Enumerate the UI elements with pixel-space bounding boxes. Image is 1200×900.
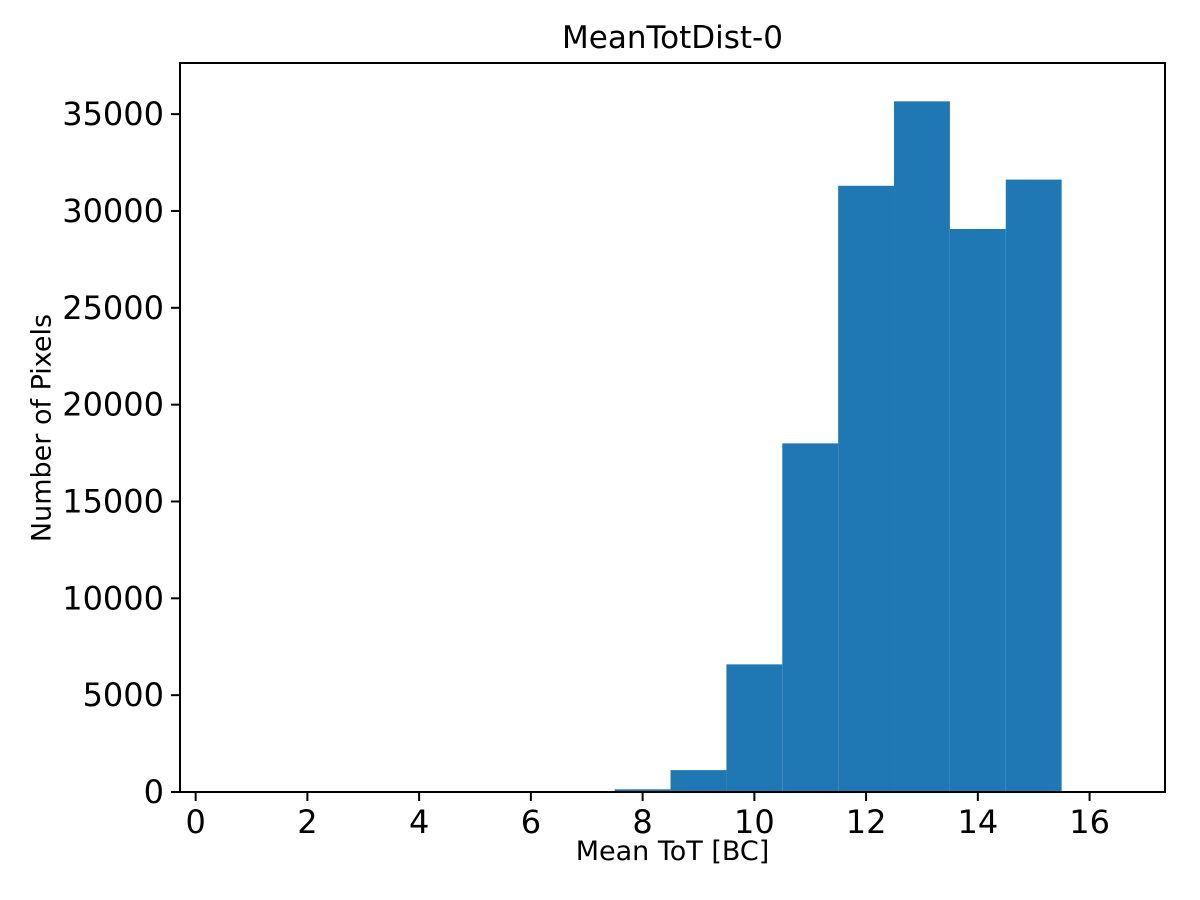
- plot-spines: [179, 62, 1166, 793]
- histogram-bar: [949, 228, 1006, 792]
- y-axis-label: Number of Pixels: [26, 313, 58, 543]
- histogram-bar: [726, 664, 783, 792]
- x-tick-label: 4: [409, 803, 429, 841]
- x-tick-label: 10: [734, 803, 775, 841]
- histogram-bar: [670, 770, 727, 792]
- x-tick-label: 12: [846, 803, 887, 841]
- histogram-bar: [782, 443, 839, 792]
- histogram-bar: [614, 789, 671, 792]
- y-tick-label: 0: [144, 773, 164, 811]
- histogram-bar: [894, 101, 950, 793]
- x-tick-label: 6: [521, 803, 541, 841]
- y-tick-label: 10000: [62, 579, 164, 617]
- x-tick-label: 14: [957, 803, 998, 841]
- x-tick-label: 16: [1069, 803, 1110, 841]
- x-tick-label: 0: [185, 803, 205, 841]
- y-tick-label: 20000: [62, 386, 164, 424]
- histogram-bar: [1005, 179, 1062, 793]
- y-tick-label: 5000: [83, 676, 164, 714]
- x-tick-label: 2: [297, 803, 317, 841]
- chart-title: MeanTotDist-0: [562, 20, 783, 56]
- y-tick-label: 25000: [62, 289, 164, 327]
- x-tick-label: 8: [632, 803, 652, 841]
- x-axis-label: Mean ToT [BC]: [575, 836, 770, 867]
- y-tick-label: 30000: [62, 192, 164, 230]
- histogram-bar: [838, 185, 895, 792]
- y-tick-label: 35000: [62, 95, 164, 133]
- y-tick-label: 15000: [62, 482, 164, 520]
